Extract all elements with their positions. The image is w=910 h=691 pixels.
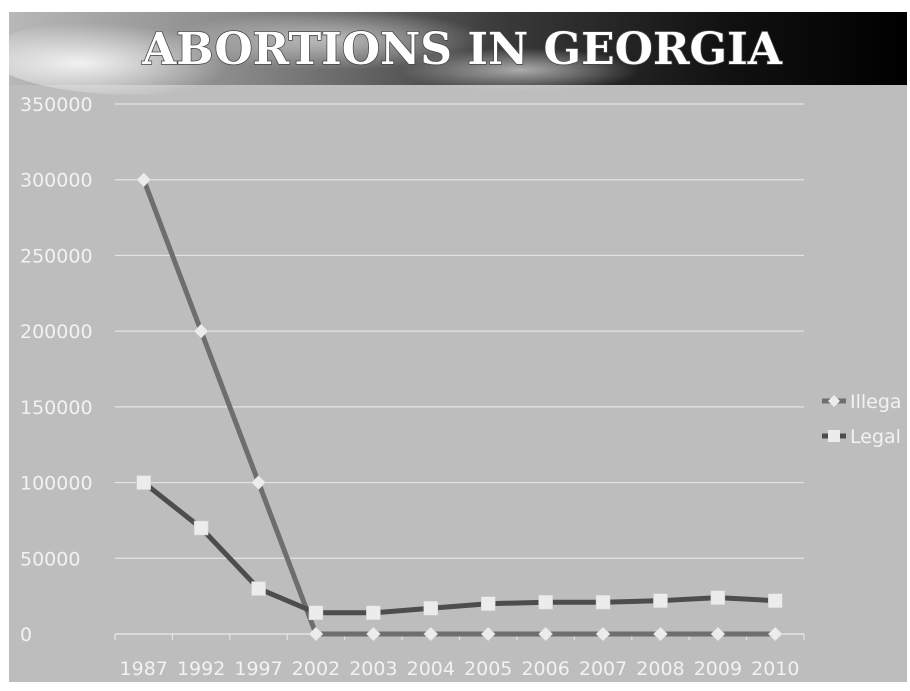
x-tick-label: 2004 <box>407 658 455 680</box>
data-point-legal <box>423 601 439 616</box>
legend-square-marker <box>828 430 840 442</box>
series-line-legal <box>141 480 778 616</box>
y-tick-label: 200000 <box>20 321 93 343</box>
x-tick-label: 2003 <box>349 658 397 680</box>
data-point-illegal <box>423 626 439 642</box>
y-tick-label: 50000 <box>20 548 80 570</box>
y-tick-label: 150000 <box>20 397 93 419</box>
data-point-illegal <box>308 626 324 642</box>
data-point-illegal <box>193 323 209 339</box>
data-point-legal <box>136 475 151 490</box>
legend-label: Illega <box>850 391 902 413</box>
data-point-illegal <box>251 475 266 490</box>
x-tick-label: 2002 <box>292 658 340 680</box>
data-point-illegal <box>136 172 152 188</box>
series <box>136 172 783 642</box>
x-tick-label: 1992 <box>177 658 225 680</box>
data-point-legal <box>653 593 668 608</box>
data-point-legal <box>538 594 553 610</box>
data-point-legal <box>595 594 611 610</box>
data-point-legal <box>193 520 209 536</box>
y-tick-label: 300000 <box>20 170 93 192</box>
page-title: ABORTIONS IN GEORGIA <box>141 24 783 75</box>
data-point-legal <box>308 605 324 621</box>
data-point-illegal <box>480 626 496 642</box>
axes: 0 50000 100000 150000 200000 250000 300000 3500… <box>20 94 805 680</box>
data-point-illegal <box>653 626 668 642</box>
data-point-illegal <box>366 626 381 642</box>
data-point-illegal <box>595 626 611 642</box>
x-tick-label: 2010 <box>751 658 799 680</box>
y-tick-label: 100000 <box>20 473 93 495</box>
legend-diamond-marker <box>828 395 840 407</box>
data-point-illegal <box>767 626 783 642</box>
legend: Illega Legal <box>822 391 902 448</box>
data-point-legal <box>768 593 783 608</box>
legend-label: Legal <box>850 426 901 448</box>
title-banner: ABORTIONS IN GEORGIA <box>0 10 907 95</box>
series-line-illegal <box>141 177 778 637</box>
x-tick-label: 2005 <box>464 658 512 680</box>
plot-background <box>9 85 907 682</box>
y-tick-label: 250000 <box>20 245 93 267</box>
x-tick-label: 2008 <box>636 658 684 680</box>
y-tick-label: 0 <box>20 624 32 646</box>
y-tick-label: 350000 <box>20 94 93 116</box>
x-tick-label: 2007 <box>579 658 627 680</box>
x-tick-label: 1997 <box>234 658 282 680</box>
x-tick-label: 1987 <box>120 658 168 680</box>
data-point-legal <box>710 590 726 605</box>
x-tick-label: 2006 <box>521 658 569 680</box>
data-point-legal <box>366 605 381 621</box>
data-point-legal <box>480 596 496 611</box>
x-tick-label: 2009 <box>694 658 742 680</box>
data-point-legal <box>251 581 266 596</box>
data-point-illegal <box>710 626 726 642</box>
data-point-illegal <box>538 626 553 642</box>
